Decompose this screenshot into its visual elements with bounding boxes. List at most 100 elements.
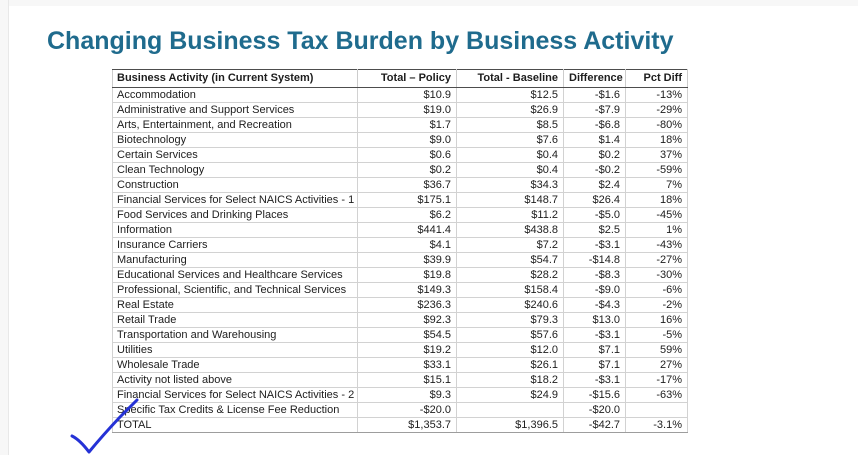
activity-cell: TOTAL: [112, 417, 358, 433]
app-edge-left: [0, 0, 9, 455]
table-body: Accommodation $10.9 $12.5 -$1.6 -13% Administ…: [112, 87, 688, 433]
value-cell: $1.7: [357, 117, 457, 133]
table-row: Certain Services $0.6 $0.4 $0.2 37%: [112, 147, 688, 163]
value-cell: $19.8: [357, 267, 457, 283]
value-cell: $9.3: [357, 387, 457, 403]
app-edge-top: [0, 0, 858, 6]
value-cell: $4.1: [357, 237, 457, 253]
value-cell: -$3.1: [563, 372, 626, 388]
value-cell: $26.9: [456, 102, 564, 118]
value-cell: -$7.9: [563, 102, 626, 118]
value-cell: $148.7: [456, 192, 564, 208]
table-row: Wholesale Trade $33.1 $26.1 $7.1 27%: [112, 357, 688, 373]
column-header-business-activity: Business Activity (in Current System): [112, 69, 358, 88]
value-cell: $11.2: [456, 207, 564, 223]
column-header-total-policy: Total – Policy: [357, 69, 457, 88]
value-cell: $1.4: [563, 132, 626, 148]
value-cell: -17%: [625, 372, 688, 388]
value-cell: $0.6: [357, 147, 457, 163]
value-cell: $26.1: [456, 357, 564, 373]
value-cell: $438.8: [456, 222, 564, 238]
activity-cell: Professional, Scientific, and Technical …: [112, 282, 358, 298]
table-row: Professional, Scientific, and Technical …: [112, 282, 688, 298]
value-cell: 16%: [625, 312, 688, 328]
value-cell: $34.3: [456, 177, 564, 193]
value-cell: -27%: [625, 252, 688, 268]
value-cell: 59%: [625, 342, 688, 358]
value-cell: $19.0: [357, 102, 457, 118]
value-cell: $2.5: [563, 222, 626, 238]
column-header-pct-diff: Pct Diff: [625, 69, 688, 88]
activity-cell: Accommodation: [112, 87, 358, 103]
activity-cell: Utilities: [112, 342, 358, 358]
value-cell: $7.1: [563, 342, 626, 358]
value-cell: $28.2: [456, 267, 564, 283]
table-row: Real Estate $236.3 $240.6 -$4.3 -2%: [112, 297, 688, 313]
value-cell: $12.5: [456, 87, 564, 103]
value-cell: -13%: [625, 87, 688, 103]
table-row: Insurance Carriers $4.1 $7.2 -$3.1 -43%: [112, 237, 688, 253]
value-cell: $19.2: [357, 342, 457, 358]
value-cell: -$14.8: [563, 252, 626, 268]
value-cell: $18.2: [456, 372, 564, 388]
value-cell: -59%: [625, 162, 688, 178]
column-header-difference: Difference: [563, 69, 626, 88]
activity-cell: Biotechnology: [112, 132, 358, 148]
value-cell: $33.1: [357, 357, 457, 373]
value-cell: $10.9: [357, 87, 457, 103]
value-cell: 1%: [625, 222, 688, 238]
table-row: Arts, Entertainment, and Recreation $1.7 $…: [112, 117, 688, 133]
value-cell: $12.0: [456, 342, 564, 358]
value-cell: -$1.6: [563, 87, 626, 103]
checkmark-stroke: [70, 398, 139, 454]
value-cell: 27%: [625, 357, 688, 373]
handwritten-checkmark-annotation: [70, 398, 139, 454]
value-cell: -$8.3: [563, 267, 626, 283]
activity-cell: Insurance Carriers: [112, 237, 358, 253]
activity-cell: Arts, Entertainment, and Recreation: [112, 117, 358, 133]
value-cell: $236.3: [357, 297, 457, 313]
value-cell: $13.0: [563, 312, 626, 328]
value-cell: $26.4: [563, 192, 626, 208]
activity-cell: Transportation and Warehousing: [112, 327, 358, 343]
value-cell: $2.4: [563, 177, 626, 193]
activity-cell: Food Services and Drinking Places: [112, 207, 358, 223]
value-cell: [456, 402, 564, 418]
table-row: Food Services and Drinking Places $6.2 $11…: [112, 207, 688, 223]
value-cell: $54.5: [357, 327, 457, 343]
table-row: Accommodation $10.9 $12.5 -$1.6 -13%: [112, 87, 688, 103]
page-title: Changing Business Tax Burden by Business…: [47, 27, 674, 55]
value-cell: $0.4: [456, 162, 564, 178]
value-cell: $149.3: [357, 282, 457, 298]
value-cell: $240.6: [456, 297, 564, 313]
value-cell: -$4.3: [563, 297, 626, 313]
value-cell: -$6.8: [563, 117, 626, 133]
activity-cell: Financial Services for Select NAICS Acti…: [112, 192, 358, 208]
value-cell: $0.4: [456, 147, 564, 163]
value-cell: -63%: [625, 387, 688, 403]
table-row: Information $441.4 $438.8 $2.5 1%: [112, 222, 688, 238]
value-cell: 7%: [625, 177, 688, 193]
value-cell: -$15.6: [563, 387, 626, 403]
table-header-row: Business Activity (in Current System) To…: [112, 69, 688, 88]
activity-cell: Information: [112, 222, 358, 238]
table-row: Biotechnology $9.0 $7.6 $1.4 18%: [112, 132, 688, 148]
value-cell: -30%: [625, 267, 688, 283]
activity-cell: Clean Technology: [112, 162, 358, 178]
activity-cell: Administrative and Support Services: [112, 102, 358, 118]
value-cell: -$0.2: [563, 162, 626, 178]
value-cell: 37%: [625, 147, 688, 163]
table-row: Clean Technology $0.2 $0.4 -$0.2 -59%: [112, 162, 688, 178]
table-row: Transportation and Warehousing $54.5 $57.6…: [112, 327, 688, 343]
value-cell: -2%: [625, 297, 688, 313]
value-cell: 18%: [625, 132, 688, 148]
value-cell: $92.3: [357, 312, 457, 328]
activity-cell: Retail Trade: [112, 312, 358, 328]
table-row: Construction $36.7 $34.3 $2.4 7%: [112, 177, 688, 193]
value-cell: $79.3: [456, 312, 564, 328]
activity-cell: Wholesale Trade: [112, 357, 358, 373]
value-cell: 18%: [625, 192, 688, 208]
value-cell: $7.1: [563, 357, 626, 373]
value-cell: $7.6: [456, 132, 564, 148]
value-cell: $158.4: [456, 282, 564, 298]
